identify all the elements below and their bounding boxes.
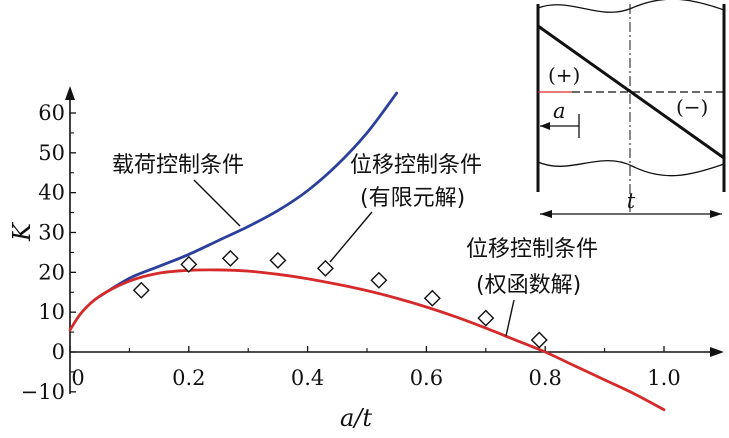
inset-t-arrow-left	[540, 210, 552, 218]
x-tick-label: 0.8	[528, 366, 561, 390]
x-tick-label: 1.0	[647, 366, 680, 390]
disp-fem-label-line1: 位移控制条件	[350, 153, 482, 178]
fem-point	[316, 259, 334, 277]
fem-point	[370, 271, 388, 289]
leader-wf	[505, 299, 515, 337]
x-axis-label: a/t	[340, 404, 372, 432]
y-tick-label: 60	[38, 101, 65, 125]
disp-wf-label-line1: 位移控制条件	[466, 237, 598, 262]
y-tick-label: −10	[21, 380, 65, 404]
fem-point	[477, 309, 495, 327]
inset-diagram: (+) (−) a t	[536, 0, 726, 218]
x-tick-label: 0	[71, 366, 84, 390]
fem-point	[221, 249, 239, 267]
inset-bottom-break	[537, 159, 725, 177]
inset-t-arrow-right	[710, 210, 722, 218]
inset-plus-label: (+)	[548, 63, 580, 87]
y-tick-label: 10	[38, 300, 65, 324]
fem-point	[423, 289, 441, 307]
x-axis-arrow	[710, 347, 724, 357]
inset-a-label: a	[553, 99, 566, 123]
weight-function-curve	[68, 268, 666, 412]
y-tick-label: 0	[52, 340, 65, 364]
disp-wf-label-line2: (权函数解)	[476, 273, 581, 298]
leader-load	[193, 179, 241, 227]
fem-markers	[132, 249, 548, 349]
x-tick-label: 0.4	[291, 366, 324, 390]
y-axis-label: K	[8, 221, 36, 242]
series	[68, 91, 666, 412]
inset-t-label: t	[627, 189, 636, 213]
inset-minus-label: (−)	[676, 95, 708, 119]
inset-top-break	[537, 0, 725, 13]
leader-fem	[329, 211, 373, 263]
inset-a-arrow	[540, 122, 550, 130]
fem-point	[269, 251, 287, 269]
fem-point	[530, 331, 548, 349]
y-tick-label: 30	[38, 221, 65, 245]
y-tick-label: 50	[38, 141, 65, 165]
x-tick-label: 0.2	[172, 366, 205, 390]
load-control-curve	[98, 91, 399, 298]
y-tick-label: 20	[38, 260, 65, 284]
y-tick-label: 40	[38, 181, 65, 205]
axes	[65, 86, 724, 394]
x-tick-label: 0.6	[410, 366, 443, 390]
y-axis-arrow	[65, 86, 75, 100]
inset-stress-line	[537, 24, 725, 160]
disp-fem-label-line2: (有限元解)	[360, 186, 465, 211]
fem-point	[132, 281, 150, 299]
fem-point	[180, 255, 198, 273]
load-control-label: 载荷控制条件	[112, 153, 244, 178]
